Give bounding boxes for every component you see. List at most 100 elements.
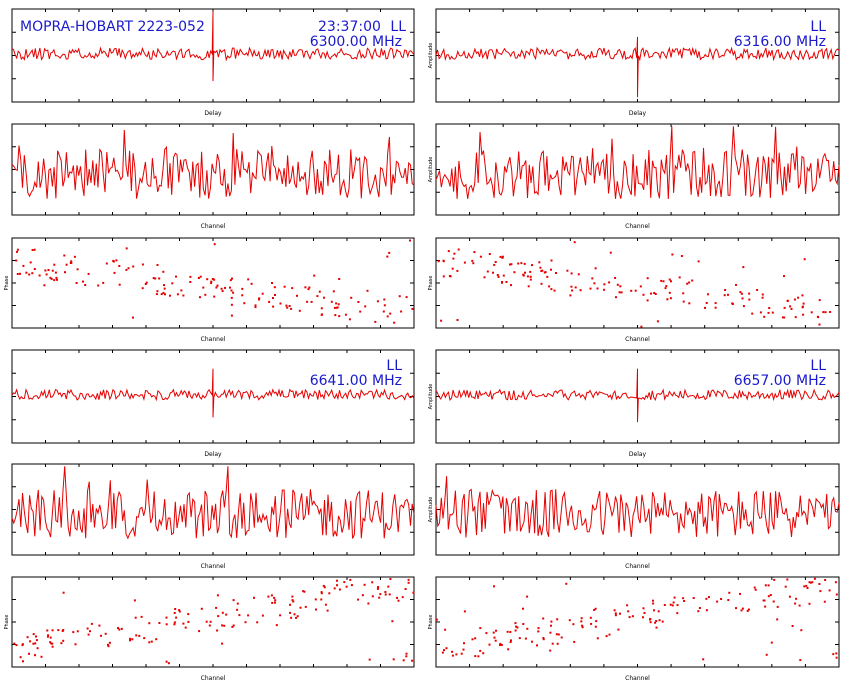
- plot-frame-5: [11, 237, 415, 329]
- phase-point: [320, 307, 323, 310]
- phase-point: [74, 643, 77, 646]
- phase-point: [549, 631, 552, 634]
- freq-label-4: 6657.00 MHz: [733, 373, 826, 389]
- phase-point: [639, 285, 642, 288]
- phase-point: [735, 607, 737, 610]
- phase-point: [336, 579, 338, 582]
- phase-point: [205, 620, 208, 623]
- phase-point: [144, 283, 147, 285]
- phase-point: [33, 268, 36, 270]
- phase-point: [230, 289, 233, 292]
- phase-point: [806, 587, 809, 589]
- phase-point: [451, 654, 454, 657]
- phase-point: [350, 584, 353, 587]
- phase-point: [178, 610, 181, 613]
- phase-point: [156, 290, 159, 293]
- phase-point: [75, 282, 78, 284]
- phase-point: [514, 629, 517, 632]
- phase-point: [163, 284, 165, 287]
- phase-point: [344, 313, 347, 316]
- phase-point: [343, 581, 346, 584]
- phase-point: [551, 642, 554, 645]
- phase-point: [273, 286, 276, 289]
- phase-point: [221, 290, 224, 293]
- phase-point: [337, 303, 340, 306]
- phase-point: [377, 586, 380, 588]
- phase-point: [501, 256, 504, 259]
- phase-point: [556, 642, 559, 645]
- phase-point: [165, 660, 168, 663]
- phase-point: [492, 631, 495, 634]
- phase-point: [746, 609, 749, 612]
- phase-point: [306, 300, 309, 303]
- phase-point: [462, 648, 465, 651]
- phase-point: [53, 279, 56, 282]
- phase-point: [210, 280, 213, 283]
- phase-point: [765, 653, 768, 656]
- phase-point: [834, 581, 837, 584]
- phase-point: [320, 313, 323, 316]
- amplitude-trace-4: [435, 126, 840, 200]
- phase-point: [211, 278, 214, 280]
- phase-point: [627, 610, 630, 613]
- phase-point: [510, 639, 512, 642]
- phase-point: [589, 287, 592, 290]
- phase-point: [22, 660, 24, 663]
- phase-point: [798, 604, 801, 607]
- phase-point: [682, 597, 685, 600]
- phase-point: [676, 612, 679, 615]
- phase-point: [805, 584, 808, 587]
- phase-point: [507, 648, 510, 651]
- phase-point: [514, 622, 517, 625]
- phase-point: [405, 652, 408, 655]
- phase-point: [705, 609, 708, 612]
- phase-point: [716, 600, 719, 603]
- phase-point: [333, 306, 336, 309]
- phase-point: [202, 286, 205, 289]
- phase-point: [162, 291, 165, 294]
- phase-point: [801, 294, 804, 297]
- phase-point: [747, 608, 750, 611]
- phase-point: [520, 262, 523, 265]
- phase-point: [141, 263, 144, 266]
- phase-point: [50, 277, 53, 280]
- delay-trace-8: [435, 368, 840, 423]
- phase-point: [224, 286, 226, 289]
- pol-label-2: LL: [810, 19, 826, 35]
- phase-point: [158, 622, 161, 624]
- phase-point: [803, 585, 806, 588]
- phase-point: [664, 287, 667, 290]
- phase-point: [808, 581, 811, 584]
- phase-point: [320, 592, 323, 595]
- phase-point: [271, 601, 274, 604]
- phase-point: [221, 642, 224, 645]
- phase-point: [134, 616, 137, 619]
- phase-point: [524, 271, 526, 274]
- phase-point: [213, 295, 216, 298]
- phase-point: [455, 653, 458, 656]
- phase-point: [499, 642, 502, 645]
- phase-point: [386, 315, 389, 318]
- phase-point: [302, 590, 305, 593]
- phase-point: [537, 630, 540, 633]
- phase-point: [51, 645, 54, 648]
- phase-point: [513, 271, 516, 274]
- phase-point: [368, 658, 371, 661]
- x-axis-label: Delay: [629, 110, 647, 117]
- phase-point: [247, 278, 250, 281]
- phase-point: [326, 609, 329, 612]
- phase-point: [493, 585, 495, 588]
- phase-point: [550, 259, 553, 262]
- phase-point: [182, 622, 185, 625]
- plot-frame-6: [435, 237, 840, 329]
- phase-point: [572, 623, 575, 626]
- phase-point: [133, 599, 136, 602]
- phase-point: [22, 264, 25, 267]
- phase-point: [756, 289, 759, 291]
- phase-point: [494, 639, 497, 642]
- phase-point: [656, 320, 659, 323]
- phase-point: [739, 291, 742, 294]
- phase-point: [405, 296, 408, 299]
- phase-point: [160, 293, 163, 296]
- phase-point: [688, 281, 691, 284]
